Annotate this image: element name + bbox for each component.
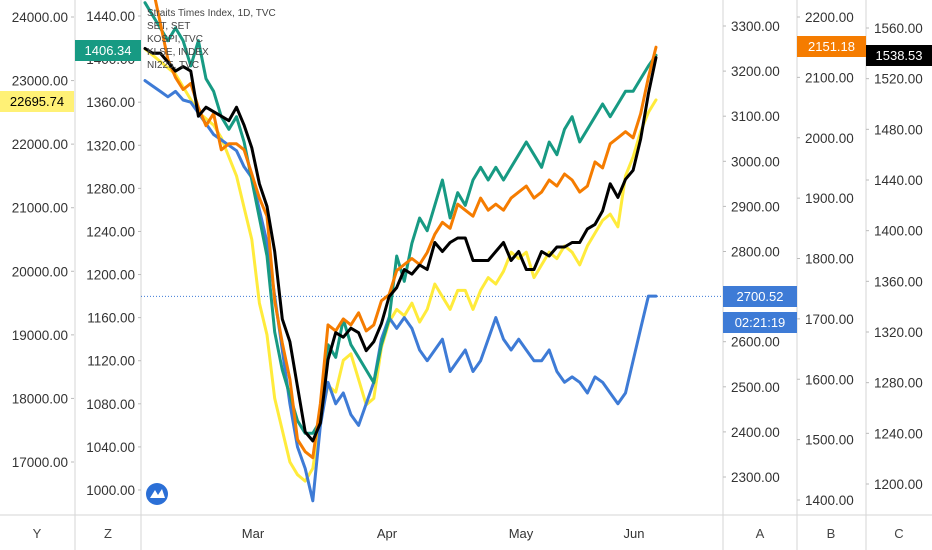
tick-label-c: 1440.00	[874, 173, 923, 188]
tick-label-y: 20000.00	[12, 264, 68, 279]
tick-label-a: 2900.00	[731, 199, 780, 214]
bottom-axis: Mar Apr May Jun Y Z A B C	[33, 526, 904, 541]
tick-label-y: 22000.00	[12, 137, 68, 152]
bottom-strip	[0, 515, 932, 550]
x-tick-label: Apr	[377, 526, 398, 541]
tick-label-c: 1560.00	[874, 21, 923, 36]
legend-entry: Straits Times Index, 1D, TVC	[147, 8, 276, 19]
tick-label-z: 1040.00	[86, 440, 135, 455]
price-tag-a	[723, 312, 797, 333]
axis-letter-c[interactable]: C	[894, 526, 903, 541]
price-tags: 22695.74 1406.34 2700.52 02:21:19 2151.18 153…	[0, 36, 932, 333]
x-tick-label: Jun	[624, 526, 645, 541]
price-tag-text: 2700.52	[737, 289, 784, 304]
x-tick-label: Mar	[242, 526, 265, 541]
tick-label-a: 2300.00	[731, 470, 780, 485]
tick-label-a: 2800.00	[731, 245, 780, 260]
price-tag-text: 1406.34	[85, 43, 132, 58]
axis-letter-z[interactable]: Z	[104, 526, 112, 541]
tick-label-z: 1000.00	[86, 483, 135, 498]
price-tag-b	[797, 36, 866, 57]
tick-label-a: 3100.00	[731, 109, 780, 124]
tick-label-c: 1360.00	[874, 274, 923, 289]
tick-label-c: 1480.00	[874, 122, 923, 137]
legend-entry: KOSPI, TVC	[147, 34, 203, 45]
series-line	[153, 0, 658, 460]
tradingview-logo-icon[interactable]	[146, 483, 168, 505]
tick-label-c: 1320.00	[874, 325, 923, 340]
tick-label-b: 1500.00	[805, 433, 854, 448]
price-tag-text: 02:21:19	[735, 315, 786, 330]
series-line	[143, 47, 658, 483]
legend-entry: KLSE, INDEX	[147, 47, 209, 58]
price-tag-z	[75, 40, 141, 61]
legend: Straits Times Index, 1D, TVC SET, SET KOSP…	[146, 8, 276, 505]
tick-label-y: 18000.00	[12, 391, 68, 406]
series-line	[143, 79, 658, 503]
tick-label-y: 23000.00	[12, 74, 68, 89]
tick-label-b: 2200.00	[805, 10, 854, 25]
tick-label-b: 1800.00	[805, 252, 854, 267]
tick-label-z: 1320.00	[86, 138, 135, 153]
price-tag-text: 2151.18	[808, 39, 855, 54]
tick-label-b: 1700.00	[805, 312, 854, 327]
tick-label-z: 1440.00	[86, 9, 135, 24]
tick-label-b: 1400.00	[805, 493, 854, 508]
tick-label-z: 1200.00	[86, 268, 135, 283]
price-tag-y	[0, 91, 74, 112]
tick-label-y: 17000.00	[12, 455, 68, 470]
tick-label-b: 1900.00	[805, 191, 854, 206]
tick-label-b: 2000.00	[805, 131, 854, 146]
x-tick-label: May	[509, 526, 534, 541]
tick-label-c: 1240.00	[874, 426, 923, 441]
axis-ticks: 24000.00 23000.00 22000.00 21000.00 20000.00…	[12, 9, 923, 508]
price-tag-c	[866, 45, 932, 66]
tick-label-y: 19000.00	[12, 328, 68, 343]
tick-label-z: 1160.00	[87, 311, 135, 326]
tick-label-y: 24000.00	[12, 10, 68, 25]
tick-label-z: 1360.00	[86, 95, 135, 110]
tick-label-c: 1280.00	[874, 376, 923, 391]
tick-label-a: 2400.00	[731, 425, 780, 440]
legend-entry: SET, SET	[147, 21, 190, 32]
axis-letter-b[interactable]: B	[827, 526, 836, 541]
tick-label-c: 1400.00	[874, 224, 923, 239]
tick-label-a: 3200.00	[731, 64, 780, 79]
tick-label-z: 1280.00	[86, 181, 135, 196]
tick-label-a: 2600.00	[731, 335, 780, 350]
tick-label-a: 3300.00	[731, 19, 780, 34]
price-tag-text: 1538.53	[876, 48, 923, 63]
tick-label-z: 1080.00	[86, 397, 135, 412]
tick-label-c: 1520.00	[874, 72, 923, 87]
tick-label-z: 1120.00	[87, 354, 135, 369]
axis-letter-y[interactable]: Y	[33, 526, 42, 541]
tick-label-b: 1600.00	[805, 372, 854, 387]
tick-label-z: 1240.00	[86, 224, 135, 239]
axis-letter-a[interactable]: A	[756, 526, 765, 541]
tick-label-a: 3000.00	[731, 154, 780, 169]
tick-label-c: 1200.00	[874, 477, 923, 492]
series-lines	[143, 0, 658, 503]
tick-label-b: 2100.00	[805, 70, 854, 85]
tick-label-a: 2500.00	[731, 380, 780, 395]
tick-label-y: 21000.00	[12, 201, 68, 216]
price-tag-text: 22695.74	[10, 94, 64, 109]
legend-entry: NI225, TVC	[147, 60, 199, 71]
price-tag-a	[723, 286, 797, 307]
series-line	[143, 47, 658, 443]
